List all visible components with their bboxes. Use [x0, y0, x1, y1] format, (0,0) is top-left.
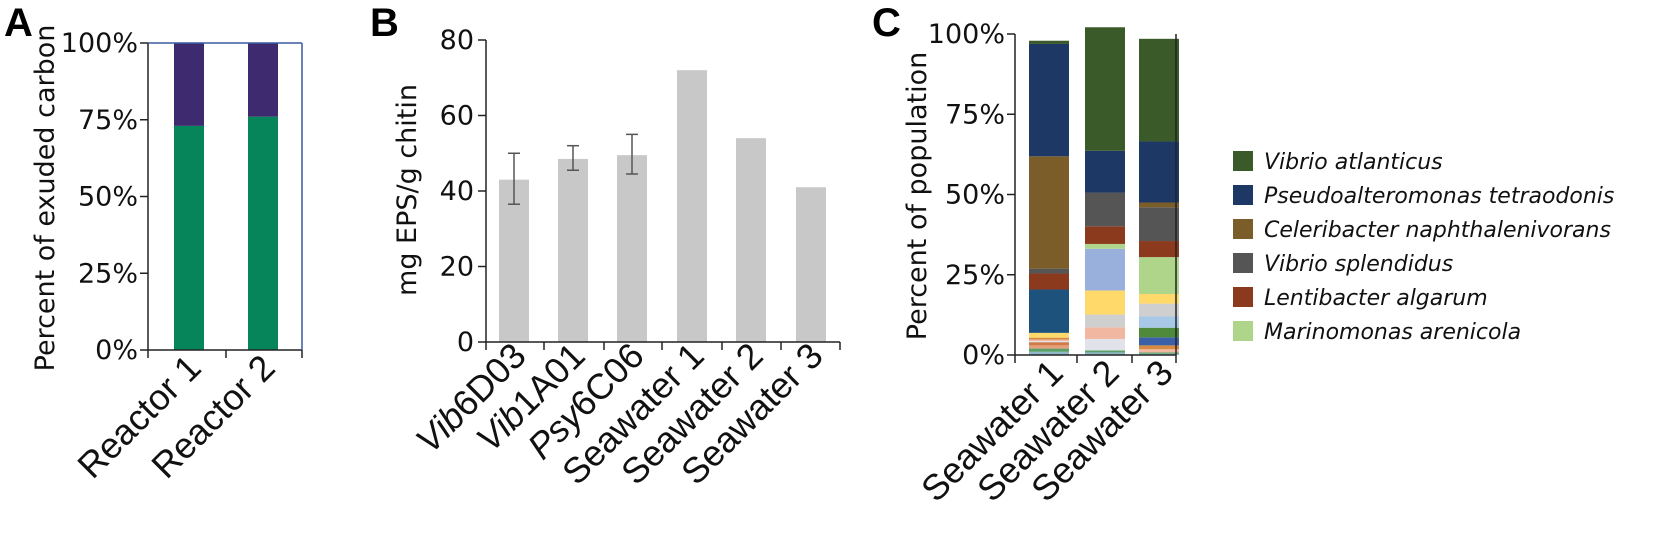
y-tick-label: 25%: [945, 260, 1005, 291]
bar-segment: [1139, 241, 1179, 258]
bar-segment: [1029, 351, 1069, 355]
bar-segment: [1029, 340, 1069, 343]
bar-segment: [1029, 156, 1069, 269]
panel-c-letter: C: [872, 1, 901, 45]
bar-segment: [1139, 207, 1179, 242]
bar: [736, 138, 766, 342]
legend-label: Pseudoalteromonas tetraodonis: [1264, 184, 1614, 209]
y-tick-label: 75%: [78, 105, 138, 136]
bar-segment: [1139, 327, 1179, 338]
legend-label: Marinomonas arenicola: [1264, 320, 1521, 345]
legend-swatch: [1233, 185, 1253, 205]
bar-segment: [1139, 349, 1179, 353]
bar: [558, 158, 588, 342]
bar-segment: [1029, 337, 1069, 340]
bar-segment: [1139, 38, 1179, 142]
bar-segment: [1029, 268, 1069, 274]
bar-segment: [1029, 348, 1069, 352]
bar-segment: [1139, 202, 1179, 208]
legend-label: Celeribacter naphthalenivorans: [1264, 218, 1611, 243]
bar-segment: [1085, 338, 1125, 351]
y-tick-label: 100%: [61, 28, 138, 59]
bar-segment: [1139, 294, 1179, 304]
bar-segment: [1029, 40, 1069, 44]
y-tick-label: 80: [440, 25, 474, 56]
panel-b: B 020406080Vib6D03Vib1A01Psy6C06Seawater…: [370, 1, 841, 492]
panel-a-letter: A: [4, 1, 33, 45]
y-tick-label: 0%: [95, 335, 138, 366]
bar-segment: [1139, 352, 1179, 354]
bar-segment: [248, 43, 278, 117]
panel-a-bars: [174, 43, 278, 351]
bar-segment: [1029, 339, 1069, 341]
panel-b-y-axis-label: mg EPS/g chitin: [392, 84, 423, 296]
bar-segment: [1085, 226, 1125, 244]
legend-swatch: [1233, 219, 1253, 239]
y-tick-label: 0: [457, 327, 474, 358]
y-tick-label: 20: [440, 252, 474, 283]
panel-c-bars: [1029, 27, 1179, 355]
bar-segment: [1085, 243, 1125, 249]
bar-segment: [1029, 345, 1069, 349]
bar-segment: [1029, 43, 1069, 157]
y-tick-label: 75%: [945, 99, 1005, 130]
legend-swatch: [1233, 321, 1253, 341]
bar: [677, 70, 707, 342]
y-tick-label: 100%: [928, 19, 1005, 50]
bar-segment: [1139, 316, 1179, 328]
bar-segment: [1029, 289, 1069, 333]
bar-segment: [1085, 192, 1125, 227]
y-tick-label: 60: [440, 101, 474, 132]
bar-segment: [1139, 303, 1179, 317]
bar-segment: [1139, 257, 1179, 295]
bar-segment: [1085, 150, 1125, 193]
legend-label: Vibrio atlanticus: [1264, 150, 1443, 175]
bar-segment: [1085, 290, 1125, 315]
bar: [796, 187, 826, 342]
y-tick-label: 0%: [962, 340, 1005, 371]
bar: [617, 155, 647, 342]
legend-label: Vibrio splendidus: [1264, 252, 1453, 277]
y-tick-label: 50%: [78, 182, 138, 213]
panel-a-y-axis-label: Percent of exuded carbon: [30, 25, 61, 372]
bar-segment: [1139, 337, 1179, 346]
panel-c-y-axis-label: Percent of population: [902, 52, 933, 340]
bar-segment: [1085, 248, 1125, 291]
panel-b-bars: [499, 70, 826, 342]
y-tick-label: 40: [440, 176, 474, 207]
bar-segment: [1085, 350, 1125, 353]
legend-swatch: [1233, 253, 1253, 273]
bar-segment: [1139, 345, 1179, 350]
bar-segment: [1029, 332, 1069, 338]
bar-segment: [174, 43, 204, 126]
bar-segment: [1029, 273, 1069, 290]
bar-segment: [1029, 342, 1069, 346]
legend-swatch: [1233, 287, 1253, 307]
panel-c-legend: Vibrio atlanticus Pseudoalteromonas tetra…: [1233, 150, 1614, 345]
y-tick-label: 50%: [945, 180, 1005, 211]
y-tick-label: 25%: [78, 258, 138, 289]
legend-label: Lentibacter algarum: [1264, 286, 1488, 311]
legend-swatch: [1233, 151, 1253, 171]
bar-segment: [1085, 327, 1125, 339]
bar-segment: [1139, 141, 1179, 203]
bar-segment: [174, 125, 204, 350]
bar: [499, 179, 529, 342]
bar-segment: [1085, 27, 1125, 151]
bar-segment: [1085, 314, 1125, 328]
bar-segment: [248, 116, 278, 351]
bar-segment: [1085, 352, 1125, 355]
panel-b-letter: B: [370, 1, 399, 45]
